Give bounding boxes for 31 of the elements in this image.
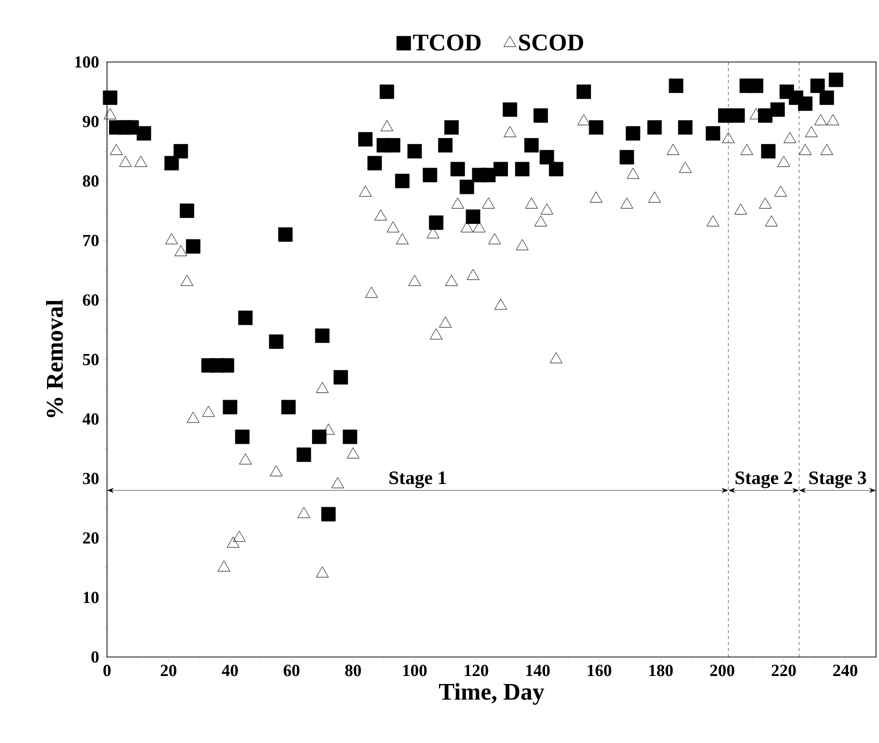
x-tick-label: 20 [160,664,176,676]
y-tick-label: 40 [82,413,99,425]
x-tick-label: 100 [403,664,427,676]
x-tick-label: 60 [284,664,300,676]
x-tick-label: 80 [345,664,361,676]
x-tick-label: 160 [588,664,612,676]
x-tick-label: 140 [526,664,550,676]
y-tick-label: 0 [91,651,99,663]
x-tick-label: 120 [464,664,488,676]
annotation: Stage 3 [809,471,866,488]
y-tick-label: 80 [82,175,99,187]
annotation: Stage 2 [736,471,792,488]
x-axis-title: Time, Day [438,683,544,705]
y-tick-label: 70 [83,234,99,246]
x-tick-label: 220 [772,664,796,676]
y-tick-label: 60 [82,294,99,306]
legend-label: TCOD [413,34,481,51]
y-tick-label: 90 [82,116,99,128]
x-tick-label: 0 [103,664,111,676]
y-tick-label: 30 [82,472,99,484]
x-tick-label: 40 [222,664,238,676]
y-tick-label: 10 [84,592,99,604]
y-tick-label: 50 [82,354,99,366]
y-axis-title: % Removal [46,300,63,418]
y-tick-label: 100 [75,56,99,68]
y-tick-label: 20 [83,532,99,544]
x-tick-label: 180 [649,664,673,676]
legend-label: SCOD [519,34,584,51]
annotation: Stage 1 [390,471,446,488]
x-tick-label: 240 [833,664,858,676]
x-tick-label: 200 [710,664,734,676]
